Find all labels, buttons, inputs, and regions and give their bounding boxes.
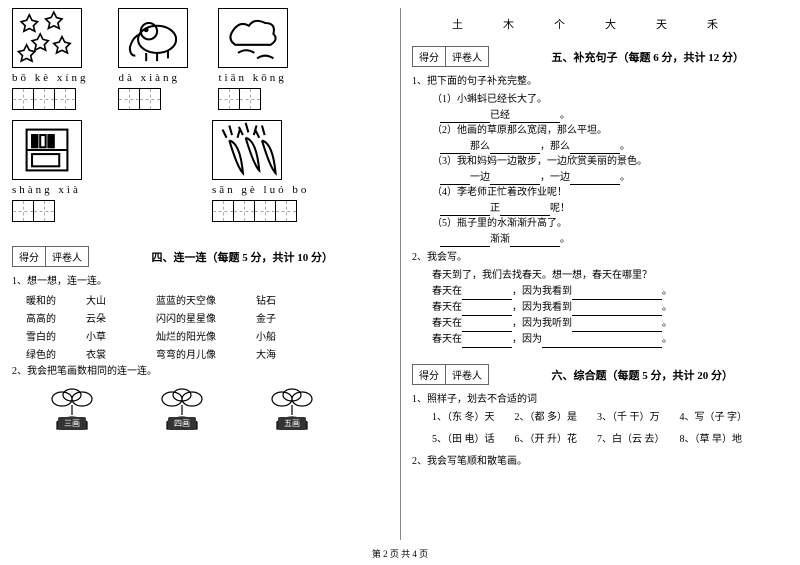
image-stars	[12, 8, 82, 68]
flower-icon: 四画	[152, 387, 212, 432]
q6-items2: 5、（田 电）话 6、（开 升）花 7、白（云 去） 8、（草 早）地	[432, 432, 788, 448]
image-carrot	[212, 120, 282, 180]
pinyin-3: tiān kōng	[218, 72, 288, 84]
q4-2: 2、我会把笔画数相同的连一连。	[12, 364, 388, 379]
score-box: 得分评卷人	[412, 46, 489, 67]
score-box: 得分评卷人	[412, 364, 489, 385]
pinyin-2: dà xiàng	[118, 72, 188, 84]
page-footer: 第 2 页 共 4 页	[0, 547, 800, 560]
q6-1: 1、照样子，划去不合适的词	[412, 392, 788, 407]
section-5-title: 五、补充句子（每题 6 分，共计 12 分）	[552, 52, 745, 64]
spring-line: 春天在，因为。	[432, 332, 788, 348]
item-4: （4）李老师正忙着改作业呢！	[432, 185, 788, 201]
q5-1: 1、把下面的句子补充完整。	[412, 74, 788, 89]
item-1: （1）小蝌蚪已经长大了。	[432, 92, 788, 108]
item-3: （3）我和妈妈一边散步，一边欣赏美丽的景色。	[432, 154, 788, 170]
image-shelf	[12, 120, 82, 180]
pinyin-5: sān gè luó bo	[212, 184, 309, 196]
q6-items: 1、（东 冬）天 2、（都 多）是 3、（千 干）万 4、写（子 字）	[432, 410, 788, 426]
sub-blank: 那么，那么。	[440, 139, 788, 154]
match-row: 绿色的衣裳弯弯的月儿像大海	[26, 346, 388, 361]
score-box: 得分评卷人	[12, 246, 89, 267]
q6-2: 2、我会写笔顺和散笔画。	[412, 454, 788, 469]
item-2: （2）他画的草原那么宽阔，那么平坦。	[432, 123, 788, 139]
write-grid	[118, 88, 188, 110]
q5-2: 2、我会写。	[412, 250, 788, 265]
flower-icon: 五画	[262, 387, 322, 432]
match-row: 雪白的小草灿烂的阳光像小船	[26, 328, 388, 343]
item-5: （5）瓶子里的水渐渐升高了。	[432, 216, 788, 232]
match-row: 高高的云朵闪闪的星星像金子	[26, 310, 388, 325]
sub-blank: 正呢！	[440, 201, 788, 216]
write-grid	[12, 88, 88, 110]
spring-line: 春天在，因为我听到。	[432, 316, 788, 332]
section-4-title: 四、连一连（每题 5 分，共计 10 分）	[152, 252, 334, 264]
char-row: 土木个大天禾	[452, 16, 788, 32]
section-6-title: 六、综合题（每题 5 分，共计 20 分）	[552, 370, 734, 382]
spring-line: 春天在，因为我看到。	[432, 300, 788, 316]
pinyin-1: bō kè xíng	[12, 72, 88, 84]
image-sky	[218, 8, 288, 68]
write-grid	[212, 200, 309, 222]
flower-icon: 三画	[42, 387, 102, 432]
q5-2-intro: 春天到了，我们去找春天。想一想，春天在哪里？	[432, 268, 788, 284]
write-grid	[218, 88, 288, 110]
q4-1: 1、想一想，连一连。	[12, 274, 388, 289]
pinyin-4: shàng xià	[12, 184, 82, 196]
sub-blank: 一边，一边。	[440, 170, 788, 185]
spring-line: 春天在，因为我看到。	[432, 284, 788, 300]
sub-blank: 已经。	[440, 108, 788, 123]
column-divider	[400, 8, 401, 540]
image-elephant	[118, 8, 188, 68]
sub-blank: 渐渐。	[440, 232, 788, 247]
match-row: 暖和的大山蓝蓝的天空像钻石	[26, 292, 388, 307]
write-grid	[12, 200, 82, 222]
